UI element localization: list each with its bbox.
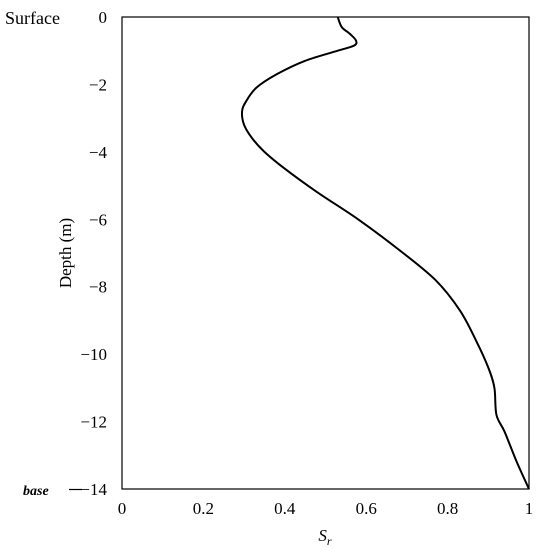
- series-group: [240, 16, 530, 490]
- x-tick-label: 0.2: [193, 499, 214, 518]
- x-tick-group: 0 0.2 0.4 0.6 0.8 1: [118, 499, 534, 518]
- y-tick-label: −12: [80, 413, 107, 432]
- x-axis-title: Sr: [318, 526, 332, 548]
- y-tick-group: 0 −2 −4 −6 −8 −10 −12 −14: [80, 8, 107, 499]
- x-axis-title-subscript: r: [327, 534, 332, 548]
- x-tick-label: 1: [525, 499, 534, 518]
- surface-label: Surface: [5, 8, 60, 28]
- x-tick-label: 0.4: [274, 499, 296, 518]
- y-tick-label: −6: [89, 210, 107, 229]
- x-tick-label: 0.6: [356, 499, 377, 518]
- y-tick-label: −4: [89, 143, 108, 162]
- plot-frame: [121, 16, 530, 490]
- y-tick-label: 0: [99, 8, 108, 27]
- base-label: base: [23, 484, 49, 499]
- y-tick-label: −14: [80, 480, 107, 499]
- x-tick-label: 0: [118, 499, 127, 518]
- x-tick-label: 0.8: [437, 499, 458, 518]
- y-tick-label: −10: [80, 345, 107, 364]
- y-tick-label: −2: [89, 75, 107, 94]
- y-tick-label: −8: [89, 278, 107, 297]
- saturation-profile-line: [240, 16, 530, 490]
- y-axis-title: Depth (m): [56, 218, 75, 288]
- x-axis-title-main: S: [318, 526, 327, 545]
